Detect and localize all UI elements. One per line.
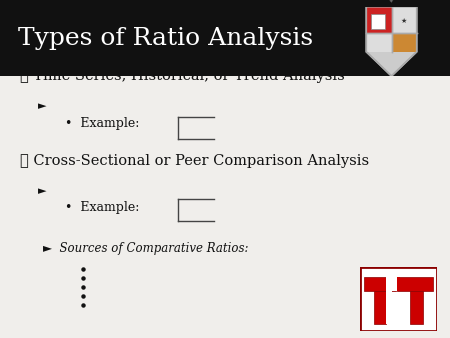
Text: ✆ Cross-Sectional or Peer Comparison Analysis: ✆ Cross-Sectional or Peer Comparison Ana…	[20, 153, 369, 168]
Text: ✦: ✦	[389, 0, 394, 4]
Bar	[392, 277, 400, 291]
Text: •  Example:: • Example:	[65, 201, 140, 214]
Bar	[410, 291, 423, 323]
Bar	[364, 277, 396, 291]
Polygon shape	[366, 7, 392, 33]
Bar	[374, 291, 386, 323]
Polygon shape	[366, 7, 417, 76]
Bar	[397, 277, 433, 291]
Text: ►  Sources of Comparative Ratios:: ► Sources of Comparative Ratios:	[43, 242, 248, 255]
Text: ►: ►	[38, 101, 47, 112]
Polygon shape	[392, 33, 417, 52]
Text: Types of Ratio Analysis: Types of Ratio Analysis	[18, 26, 313, 50]
Text: ✆ Time Series, Historical, or Trend Analysis: ✆ Time Series, Historical, or Trend Anal…	[20, 69, 345, 83]
FancyBboxPatch shape	[360, 267, 436, 331]
Bar	[386, 291, 392, 323]
Bar	[386, 277, 397, 291]
Text: ★: ★	[401, 18, 407, 24]
Text: •  Example:: • Example:	[65, 117, 140, 130]
Bar	[371, 14, 385, 29]
Polygon shape	[392, 7, 417, 33]
Polygon shape	[366, 33, 392, 52]
FancyBboxPatch shape	[0, 0, 450, 76]
Text: ►: ►	[38, 186, 47, 196]
